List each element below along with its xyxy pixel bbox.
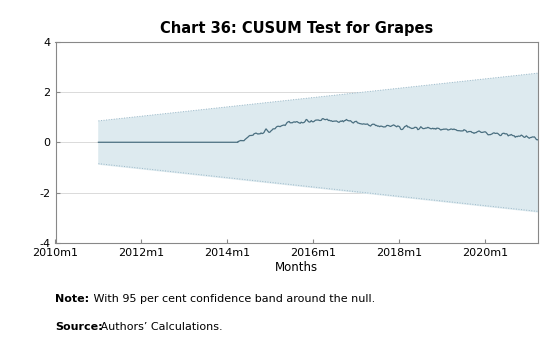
Text: Note:: Note: (56, 294, 89, 304)
X-axis label: Months: Months (275, 261, 319, 273)
Text: With 95 per cent confidence band around the null.: With 95 per cent confidence band around … (90, 294, 375, 304)
Title: Chart 36: CUSUM Test for Grapes: Chart 36: CUSUM Test for Grapes (160, 21, 433, 36)
Text: Authors’ Calculations.: Authors’ Calculations. (97, 322, 223, 332)
Text: Source:: Source: (56, 322, 103, 332)
